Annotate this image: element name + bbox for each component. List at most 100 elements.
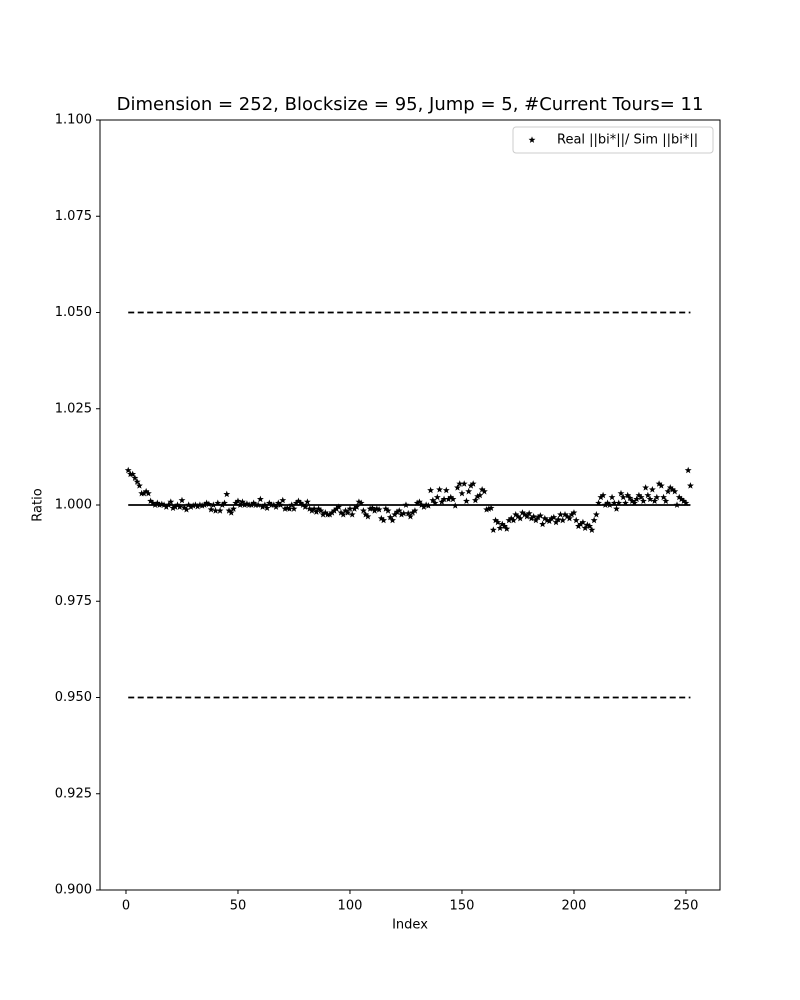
point xyxy=(281,505,289,512)
point xyxy=(277,501,284,508)
point xyxy=(536,512,544,519)
point xyxy=(570,509,578,516)
point xyxy=(617,489,625,497)
point xyxy=(575,522,582,530)
point xyxy=(169,504,177,511)
point xyxy=(386,513,394,521)
point xyxy=(541,514,549,522)
point xyxy=(407,512,414,520)
point xyxy=(592,511,600,518)
point xyxy=(635,491,643,499)
point xyxy=(243,500,251,507)
point xyxy=(342,507,349,514)
point xyxy=(494,518,502,526)
point xyxy=(503,525,511,532)
point xyxy=(436,486,443,493)
point xyxy=(290,505,298,512)
point xyxy=(326,511,334,518)
point xyxy=(382,505,390,512)
point xyxy=(299,501,307,508)
point xyxy=(301,503,309,510)
point xyxy=(447,493,455,501)
y-tick-label: 0.975 xyxy=(55,594,92,609)
point xyxy=(183,506,190,513)
point xyxy=(156,501,163,508)
point xyxy=(431,499,439,506)
point xyxy=(487,504,495,511)
point xyxy=(501,522,508,530)
point xyxy=(192,501,199,508)
point xyxy=(124,466,132,474)
point xyxy=(317,507,325,514)
point xyxy=(498,520,506,528)
point xyxy=(351,505,358,512)
point xyxy=(413,499,421,506)
x-tick-label: 150 xyxy=(450,899,475,914)
point xyxy=(187,503,195,510)
point xyxy=(666,484,674,491)
point xyxy=(561,511,569,518)
point xyxy=(214,499,222,506)
x-tick-label: 100 xyxy=(338,899,363,914)
point xyxy=(424,502,432,509)
point xyxy=(286,505,293,512)
point xyxy=(642,484,650,491)
point xyxy=(489,526,497,533)
point xyxy=(599,491,607,499)
point xyxy=(606,501,614,508)
point xyxy=(250,499,258,506)
point xyxy=(398,511,405,518)
point xyxy=(588,526,596,533)
point xyxy=(144,489,152,497)
point xyxy=(142,487,150,495)
point xyxy=(678,495,685,503)
point xyxy=(604,499,611,506)
point xyxy=(467,482,475,489)
point xyxy=(579,518,587,526)
point xyxy=(671,487,679,495)
point xyxy=(534,513,542,521)
point xyxy=(662,497,670,505)
point xyxy=(366,505,374,512)
point xyxy=(254,501,262,508)
point xyxy=(337,509,345,516)
point xyxy=(171,503,179,510)
point xyxy=(673,501,681,508)
point xyxy=(176,503,184,510)
point xyxy=(185,501,193,508)
point xyxy=(427,486,435,494)
point xyxy=(353,503,361,510)
point xyxy=(178,496,186,504)
point xyxy=(505,516,513,524)
point xyxy=(194,502,202,510)
point xyxy=(451,502,459,509)
point xyxy=(657,482,665,489)
point xyxy=(624,491,632,499)
point xyxy=(566,514,573,522)
point xyxy=(660,493,667,501)
point xyxy=(259,503,267,510)
point xyxy=(675,493,683,501)
point xyxy=(563,512,571,520)
point xyxy=(377,514,385,522)
point xyxy=(221,499,228,506)
legend-marker xyxy=(528,136,536,143)
point xyxy=(209,501,217,508)
point xyxy=(639,497,647,505)
y-tick-label: 1.075 xyxy=(55,209,92,224)
legend-label: Real ||bi*||/ Sim ||bi*|| xyxy=(557,133,698,148)
point xyxy=(355,498,363,505)
point xyxy=(149,499,157,506)
point xyxy=(339,511,347,518)
point xyxy=(433,493,441,501)
point xyxy=(601,501,609,508)
x-tick-label: 250 xyxy=(674,899,699,914)
point xyxy=(507,514,515,522)
point xyxy=(129,470,137,478)
point xyxy=(205,500,213,508)
point xyxy=(615,499,623,506)
point xyxy=(586,522,594,530)
point xyxy=(333,505,340,512)
point xyxy=(241,501,249,508)
